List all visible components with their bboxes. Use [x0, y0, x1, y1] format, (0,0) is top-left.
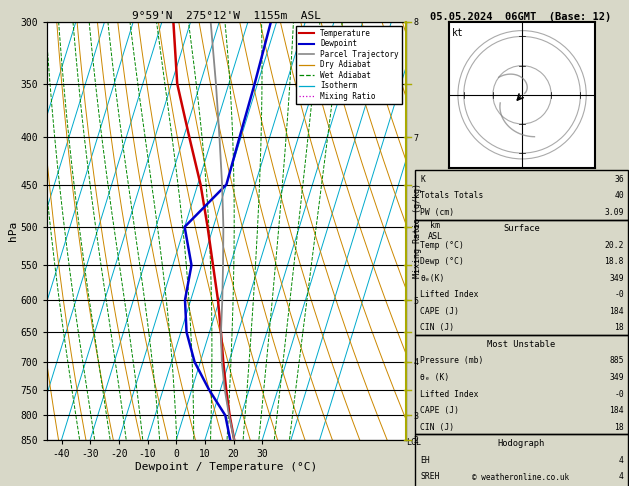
Text: Dewp (°C): Dewp (°C): [420, 257, 464, 266]
Text: 184: 184: [610, 307, 624, 316]
Text: 4: 4: [619, 472, 624, 481]
Text: K: K: [420, 174, 425, 184]
Text: 36: 36: [614, 174, 624, 184]
Text: SREH: SREH: [420, 472, 440, 481]
Y-axis label: hPa: hPa: [8, 221, 18, 241]
Text: Mixing Ratio (g/kg): Mixing Ratio (g/kg): [413, 183, 422, 278]
Text: θₑ(K): θₑ(K): [420, 274, 445, 283]
Text: 05.05.2024  06GMT  (Base: 12): 05.05.2024 06GMT (Base: 12): [430, 12, 611, 22]
Text: -0: -0: [614, 389, 624, 399]
Text: kt: kt: [452, 28, 464, 38]
Text: EH: EH: [420, 455, 430, 465]
Text: CIN (J): CIN (J): [420, 323, 454, 332]
Text: 40: 40: [614, 191, 624, 200]
Title: 9°59'N  275°12'W  1155m  ASL: 9°59'N 275°12'W 1155m ASL: [132, 11, 321, 21]
Text: © weatheronline.co.uk: © weatheronline.co.uk: [472, 473, 569, 482]
X-axis label: Dewpoint / Temperature (°C): Dewpoint / Temperature (°C): [135, 462, 318, 471]
Text: 184: 184: [610, 406, 624, 415]
Text: 349: 349: [610, 373, 624, 382]
Text: CIN (J): CIN (J): [420, 422, 454, 432]
Text: 885: 885: [610, 356, 624, 365]
Text: 4: 4: [619, 455, 624, 465]
Text: Most Unstable: Most Unstable: [487, 340, 555, 349]
Y-axis label: km
ASL: km ASL: [428, 221, 443, 241]
Text: 18: 18: [614, 422, 624, 432]
Text: Temp (°C): Temp (°C): [420, 241, 464, 250]
Text: 20.2: 20.2: [604, 241, 624, 250]
Text: Lifted Index: Lifted Index: [420, 389, 479, 399]
Text: 18.8: 18.8: [604, 257, 624, 266]
Text: Lifted Index: Lifted Index: [420, 290, 479, 299]
Text: θₑ (K): θₑ (K): [420, 373, 450, 382]
Text: 3.09: 3.09: [604, 208, 624, 217]
Text: Hodograph: Hodograph: [498, 439, 545, 448]
Text: CAPE (J): CAPE (J): [420, 406, 459, 415]
Text: Pressure (mb): Pressure (mb): [420, 356, 484, 365]
Legend: Temperature, Dewpoint, Parcel Trajectory, Dry Adiabat, Wet Adiabat, Isotherm, Mi: Temperature, Dewpoint, Parcel Trajectory…: [296, 26, 402, 104]
Text: -0: -0: [614, 290, 624, 299]
Text: Surface: Surface: [503, 224, 540, 233]
Text: PW (cm): PW (cm): [420, 208, 454, 217]
Text: 349: 349: [610, 274, 624, 283]
Text: 18: 18: [614, 323, 624, 332]
Text: LCL: LCL: [406, 438, 421, 447]
Text: Totals Totals: Totals Totals: [420, 191, 484, 200]
Text: CAPE (J): CAPE (J): [420, 307, 459, 316]
